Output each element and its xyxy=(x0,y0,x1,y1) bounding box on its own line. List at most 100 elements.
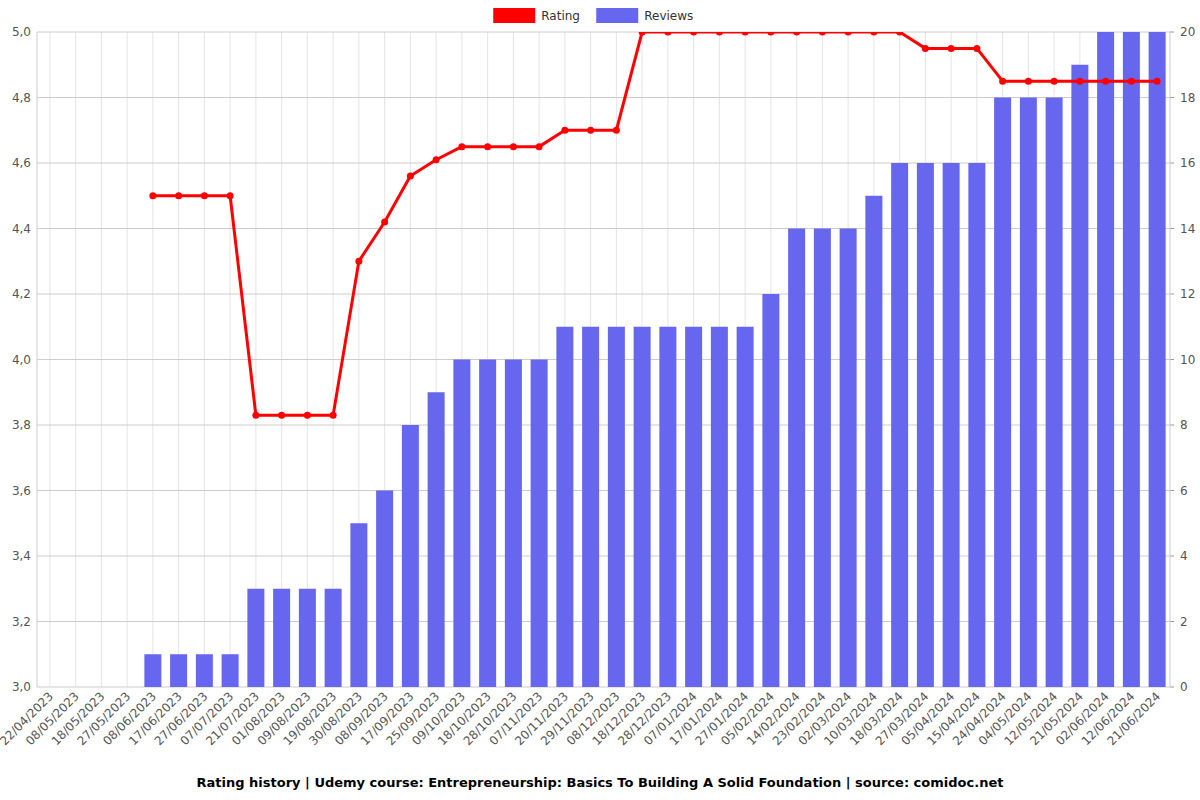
bar xyxy=(247,589,264,687)
y-tick-label: 3,2 xyxy=(12,615,31,629)
rating-point xyxy=(1154,78,1161,85)
bar xyxy=(711,327,728,687)
rating-point xyxy=(1051,78,1058,85)
bar xyxy=(273,589,290,687)
y2-tick-label: 14 xyxy=(1180,222,1195,236)
rating-point xyxy=(922,45,929,52)
bar xyxy=(737,327,754,687)
y2-tick xyxy=(1170,556,1174,557)
legend-label: Reviews xyxy=(644,9,693,23)
y2-tick-label: 6 xyxy=(1180,484,1188,498)
bar xyxy=(170,654,187,687)
bar xyxy=(814,229,831,688)
rating-line xyxy=(153,32,1157,415)
rating-point xyxy=(407,173,414,180)
rating-point xyxy=(536,143,543,150)
rating-point xyxy=(587,127,594,134)
y2-tick-label: 12 xyxy=(1180,287,1195,301)
y-tick-label: 3,4 xyxy=(12,549,31,563)
y2-tick xyxy=(1170,490,1174,491)
y2-tick-label: 10 xyxy=(1180,353,1195,367)
rating-point xyxy=(999,78,1006,85)
y-tick-label: 4,6 xyxy=(12,156,31,170)
rating-point xyxy=(819,32,826,36)
y2-tick xyxy=(1170,621,1174,622)
y-axis-line xyxy=(37,32,38,687)
bar xyxy=(891,163,908,687)
rating-point xyxy=(484,143,491,150)
bar xyxy=(865,196,882,687)
rating-point xyxy=(561,127,568,134)
rating-point xyxy=(304,412,311,419)
rating-point xyxy=(433,156,440,163)
rating-point xyxy=(767,32,774,36)
rating-point xyxy=(742,32,749,36)
y2-axis-line xyxy=(1170,32,1171,687)
rating-point xyxy=(252,412,259,419)
rating-point xyxy=(639,32,646,36)
bar xyxy=(144,654,161,687)
y2-tick xyxy=(1170,425,1174,426)
bar xyxy=(222,654,239,687)
rating-point xyxy=(458,143,465,150)
y-grid xyxy=(37,32,1170,33)
y2-tick-label: 18 xyxy=(1180,91,1195,105)
rating-point xyxy=(355,258,362,265)
background xyxy=(0,0,1200,800)
bar xyxy=(479,360,496,688)
rating-point xyxy=(716,32,723,36)
bar xyxy=(659,327,676,687)
y-tick-label: 3,8 xyxy=(12,418,31,432)
bar xyxy=(1071,65,1088,687)
bar xyxy=(1123,32,1140,687)
rating-point xyxy=(201,192,208,199)
rating-point xyxy=(149,192,156,199)
y-tick-label: 3,6 xyxy=(12,484,31,498)
rating-point xyxy=(1025,78,1032,85)
y2-tick xyxy=(1170,32,1174,33)
rating-point xyxy=(175,192,182,199)
rating-point xyxy=(690,32,697,36)
plot-marks xyxy=(144,32,1165,687)
bar xyxy=(840,229,857,688)
legend: RatingReviews xyxy=(493,8,693,23)
bar xyxy=(994,98,1011,688)
y2-tick xyxy=(1170,228,1174,229)
bar xyxy=(634,327,651,687)
rating-point xyxy=(278,412,285,419)
y2-tick xyxy=(1170,359,1174,360)
rating-point xyxy=(793,32,800,36)
rating-point xyxy=(896,32,903,36)
bar xyxy=(196,654,213,687)
bar xyxy=(402,425,419,687)
bar xyxy=(556,327,573,687)
bar xyxy=(788,229,805,688)
bar xyxy=(453,360,470,688)
y2-tick-label: 8 xyxy=(1180,418,1188,432)
legend-swatch xyxy=(596,8,638,23)
bar xyxy=(917,163,934,687)
y-tick-label: 4,0 xyxy=(12,353,31,367)
y2-tick xyxy=(1170,687,1174,688)
bar xyxy=(1020,98,1037,688)
bar xyxy=(943,163,960,687)
title: Rating history | Udemy course: Entrepren… xyxy=(197,775,1004,790)
bar xyxy=(1149,32,1166,687)
y2-tick-label: 2 xyxy=(1180,615,1188,629)
bar xyxy=(685,327,702,687)
rating-point xyxy=(227,192,234,199)
bar xyxy=(325,589,342,687)
y2-tick xyxy=(1170,294,1174,295)
y-tick-label: 3,0 xyxy=(12,680,31,694)
y2-tick xyxy=(1170,97,1174,98)
bar xyxy=(1046,98,1063,688)
bar xyxy=(1097,32,1114,687)
bar xyxy=(582,327,599,687)
rating-point xyxy=(948,45,955,52)
rating-point xyxy=(1102,78,1109,85)
bar xyxy=(762,294,779,687)
y2-tick-label: 16 xyxy=(1180,156,1195,170)
rating-point xyxy=(973,45,980,52)
bar xyxy=(968,163,985,687)
bar xyxy=(350,523,367,687)
